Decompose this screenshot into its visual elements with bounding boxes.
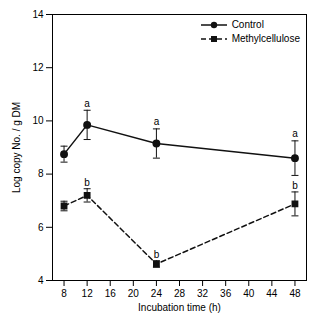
- svg-text:36: 36: [220, 288, 232, 299]
- svg-text:a: a: [154, 116, 160, 127]
- svg-text:48: 48: [289, 288, 301, 299]
- svg-text:a: a: [84, 98, 90, 109]
- svg-text:12: 12: [32, 62, 44, 73]
- svg-text:8: 8: [61, 288, 67, 299]
- svg-text:4: 4: [38, 275, 44, 286]
- svg-text:b: b: [292, 180, 298, 191]
- svg-text:8: 8: [38, 168, 44, 179]
- svg-text:b: b: [154, 249, 160, 260]
- svg-text:Log copy No. / g DM: Log copy No. / g DM: [11, 102, 22, 193]
- svg-text:a: a: [292, 128, 298, 139]
- html-text:Methylcellulose: Methylcellulose: [231, 33, 300, 44]
- svg-text:44: 44: [266, 288, 278, 299]
- svg-text:24: 24: [151, 288, 163, 299]
- svg-text:14: 14: [32, 9, 44, 20]
- svg-text:Incubation time (h): Incubation time (h): [138, 302, 221, 313]
- svg-text:28: 28: [174, 288, 186, 299]
- svg-text:6: 6: [38, 222, 44, 233]
- svg-text:12: 12: [82, 288, 94, 299]
- svg-text:20: 20: [128, 288, 140, 299]
- html-text:Control: Control: [231, 19, 264, 30]
- svg-text:10: 10: [32, 115, 44, 126]
- svg-text:32: 32: [197, 288, 209, 299]
- svg-text:b: b: [84, 177, 90, 188]
- svg-text:16: 16: [105, 288, 117, 299]
- svg-text:40: 40: [243, 288, 255, 299]
